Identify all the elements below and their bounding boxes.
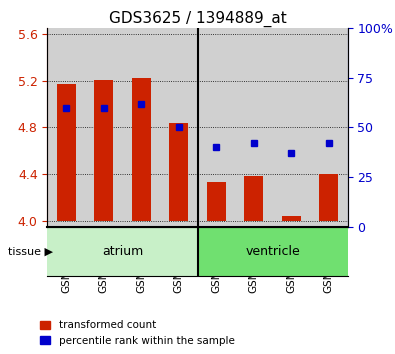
Bar	[198, 28, 235, 227]
Bar	[169, 123, 188, 221]
Bar	[57, 84, 75, 221]
Legend: transformed count, percentile rank within the sample: transformed count, percentile rank withi…	[37, 317, 238, 349]
Text: atrium: atrium	[102, 245, 143, 258]
Bar	[94, 80, 113, 221]
Bar	[160, 28, 198, 227]
Text: tissue ▶: tissue ▶	[8, 246, 53, 256]
Bar	[47, 227, 198, 276]
Bar	[47, 28, 85, 227]
Bar	[320, 174, 338, 221]
Bar	[85, 28, 122, 227]
Text: ventricle: ventricle	[245, 245, 300, 258]
Bar	[282, 216, 301, 221]
Bar	[235, 28, 273, 227]
Bar	[132, 79, 150, 221]
Title: GDS3625 / 1394889_at: GDS3625 / 1394889_at	[109, 11, 286, 27]
Bar	[198, 227, 348, 276]
Bar	[310, 28, 348, 227]
Bar	[245, 176, 263, 221]
Bar	[122, 28, 160, 227]
Bar	[207, 182, 226, 221]
Bar	[273, 28, 310, 227]
